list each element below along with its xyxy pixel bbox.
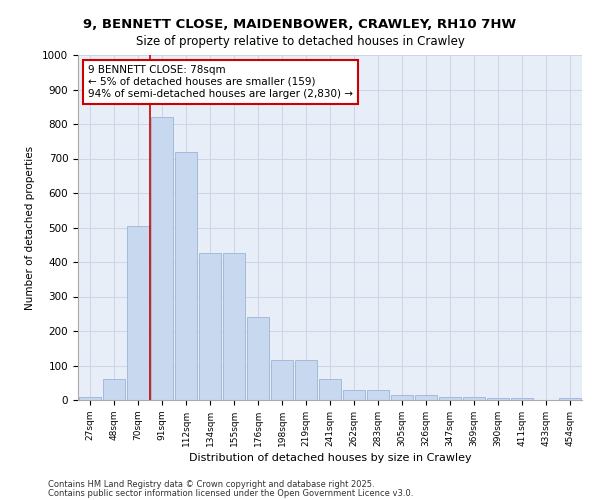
Text: Contains public sector information licensed under the Open Government Licence v3: Contains public sector information licen… bbox=[48, 488, 413, 498]
Bar bbox=[439, 396, 461, 400]
Bar bbox=[343, 390, 365, 400]
Bar bbox=[415, 395, 437, 400]
Text: Size of property relative to detached houses in Crawley: Size of property relative to detached ho… bbox=[136, 35, 464, 48]
Bar bbox=[463, 396, 485, 400]
Bar bbox=[175, 152, 197, 400]
Text: Contains HM Land Registry data © Crown copyright and database right 2025.: Contains HM Land Registry data © Crown c… bbox=[48, 480, 374, 489]
Bar bbox=[79, 396, 101, 400]
Bar bbox=[199, 254, 221, 400]
Bar bbox=[319, 380, 341, 400]
Bar bbox=[247, 317, 269, 400]
Bar bbox=[367, 390, 389, 400]
Bar bbox=[295, 360, 317, 400]
Bar bbox=[271, 360, 293, 400]
Bar bbox=[487, 398, 509, 400]
Bar bbox=[391, 395, 413, 400]
Bar bbox=[151, 117, 173, 400]
Y-axis label: Number of detached properties: Number of detached properties bbox=[25, 146, 35, 310]
Bar bbox=[223, 254, 245, 400]
Text: 9, BENNETT CLOSE, MAIDENBOWER, CRAWLEY, RH10 7HW: 9, BENNETT CLOSE, MAIDENBOWER, CRAWLEY, … bbox=[83, 18, 517, 30]
Bar bbox=[103, 380, 125, 400]
X-axis label: Distribution of detached houses by size in Crawley: Distribution of detached houses by size … bbox=[188, 453, 472, 463]
Text: 9 BENNETT CLOSE: 78sqm
← 5% of detached houses are smaller (159)
94% of semi-det: 9 BENNETT CLOSE: 78sqm ← 5% of detached … bbox=[88, 66, 353, 98]
Bar bbox=[127, 226, 149, 400]
Bar bbox=[511, 398, 533, 400]
Bar bbox=[559, 398, 581, 400]
